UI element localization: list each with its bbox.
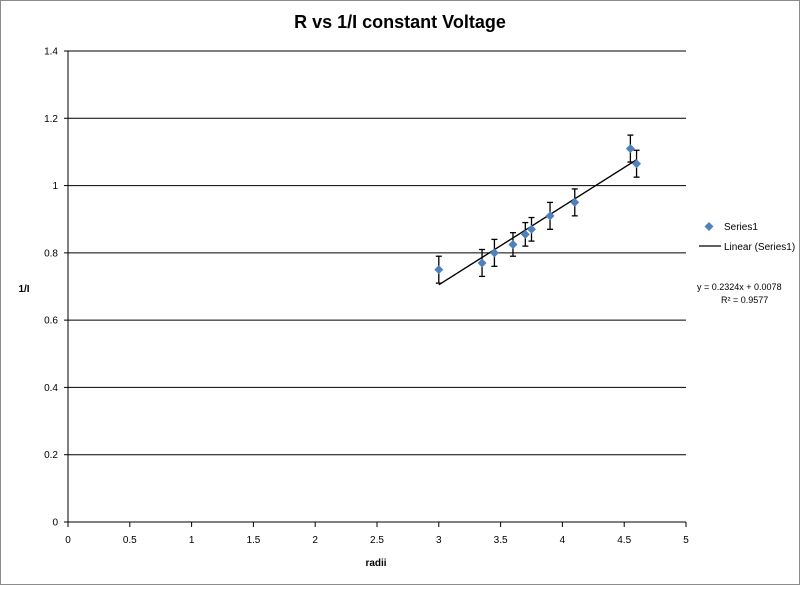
x-tick-label: 0 [65,535,71,546]
data-point [527,224,536,234]
y-axis-title: 1/I [18,284,29,295]
x-axis-title: radii [365,558,386,569]
x-tick-label: 3 [436,535,442,546]
trendline-equation: y = 0.2324x + 0.0078 [697,282,782,292]
y-tick-label: 1.2 [44,114,58,125]
error-bars [435,134,640,284]
trendline [438,159,637,286]
y-tick-label: 0.6 [44,316,58,327]
y-tick-label: 0.4 [44,383,58,394]
gridlines [68,50,686,456]
data-point [520,229,530,239]
y-tick-label: 1.4 [44,47,58,58]
y-tick-label: 0.2 [44,450,58,461]
y-tick-labels: 0 0.2 0.4 0.6 0.8 1 1.2 1.4 [44,47,58,529]
x-tick-label: 0.5 [123,535,137,546]
x-tick-label: 2 [312,535,318,546]
x-tick-label: 1 [189,535,195,546]
x-tick-label: 2.5 [370,535,384,546]
trendline-layer [438,159,637,286]
data-points [434,144,642,275]
x-tick-label: 4.5 [617,535,631,546]
data-point [570,197,580,207]
y-tick-label: 0 [52,518,58,529]
data-point [434,265,444,275]
legend-series-marker [704,222,714,231]
x-tick-label: 1.5 [246,535,260,546]
x-tick-label: 3.5 [494,535,508,546]
x-tick-labels: 0 0.5 1 1.5 2 2.5 3 3.5 4 4.5 5 [65,535,689,546]
data-point [545,211,555,221]
legend-trendline-label: Linear (Series1) [724,242,795,253]
legend: Series1 Linear (Series1) [699,222,795,253]
y-tick-label: 0.8 [44,248,58,259]
data-point [625,144,635,154]
y-tick-label: 1 [52,181,58,192]
axes [64,50,687,527]
legend-series-label: Series1 [724,222,758,233]
x-tick-label: 4 [560,535,566,546]
x-tick-label: 5 [683,535,689,546]
data-point [489,248,499,258]
trendline-r-squared: R² = 0.9577 [721,295,768,305]
data-point [508,239,518,249]
chart-title: R vs 1/I constant Voltage [294,12,506,32]
data-point [632,159,642,169]
data-point [477,258,487,268]
